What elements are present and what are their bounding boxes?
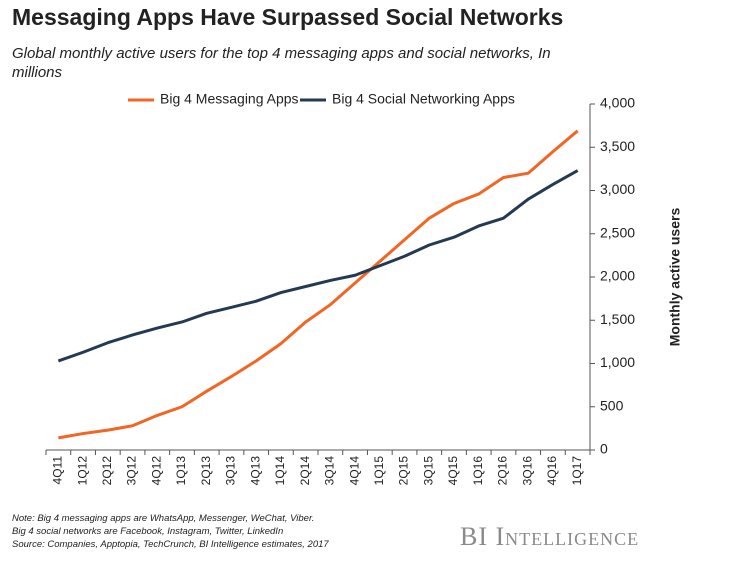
x-tick-label: 1Q16 (471, 456, 485, 486)
x-tick-label: 4Q11 (51, 456, 65, 485)
legend-label: Big 4 Messaging Apps (160, 91, 299, 107)
x-tick-label: 1Q14 (273, 456, 287, 486)
x-tick-label: 3Q15 (421, 456, 435, 486)
y-tick-label: 0 (600, 441, 608, 457)
brand: BI Intelligence (460, 522, 640, 551)
data-line (57, 169, 579, 363)
y-tick-label: 1,500 (600, 311, 635, 327)
x-tick-label: 3Q14 (323, 456, 337, 486)
notes: Note: Big 4 messaging apps are WhatsApp,… (12, 512, 329, 551)
chart-title: Messaging Apps Have Surpassed Social Net… (12, 4, 564, 30)
note-line: Note: Big 4 messaging apps are WhatsApp,… (12, 513, 315, 524)
x-tick-label: 4Q16 (545, 456, 559, 486)
y-tick-label: 3,500 (600, 138, 635, 154)
x-tick-label: 2Q13 (199, 456, 213, 486)
x-tick-label: 4Q15 (446, 456, 460, 486)
x-tick-label: 4Q13 (248, 456, 262, 486)
data-line (58, 129, 579, 440)
x-tick-label: 2Q16 (496, 456, 510, 486)
y-tick-label: 2,000 (600, 268, 635, 284)
x-tick-label: 3Q12 (125, 456, 139, 486)
y-tick-label: 500 (600, 397, 624, 413)
note-line: Big 4 social networks are Facebook, Inst… (12, 526, 284, 537)
x-tick-label: 4Q14 (347, 456, 361, 486)
x-tick-label: 1Q15 (372, 456, 386, 486)
x-tick-label: 3Q16 (520, 456, 534, 486)
y-tick-label: 1,000 (600, 354, 635, 370)
x-tick-label: 1Q17 (570, 456, 584, 486)
x-tick-label: 1Q13 (174, 456, 188, 486)
y-tick-label: 3,000 (600, 181, 635, 197)
y-axis-title: Monthly active users (667, 208, 683, 347)
legend-label: Big 4 Social Networking Apps (332, 91, 515, 107)
x-tick-label: 4Q12 (149, 456, 163, 486)
x-tick-label: 1Q12 (75, 456, 89, 486)
x-tick-label: 2Q14 (298, 456, 312, 486)
chart-subtitle: Global monthly active users for the top … (12, 45, 551, 81)
x-tick-label: 2Q12 (100, 456, 114, 486)
x-tick-label: 2Q15 (397, 456, 411, 486)
y-tick-label: 2,500 (600, 224, 635, 240)
x-tick-label: 3Q13 (224, 456, 238, 486)
y-tick-label: 4,000 (600, 95, 635, 111)
note-line: Source: Companies, Apptopia, TechCrunch,… (12, 539, 329, 550)
